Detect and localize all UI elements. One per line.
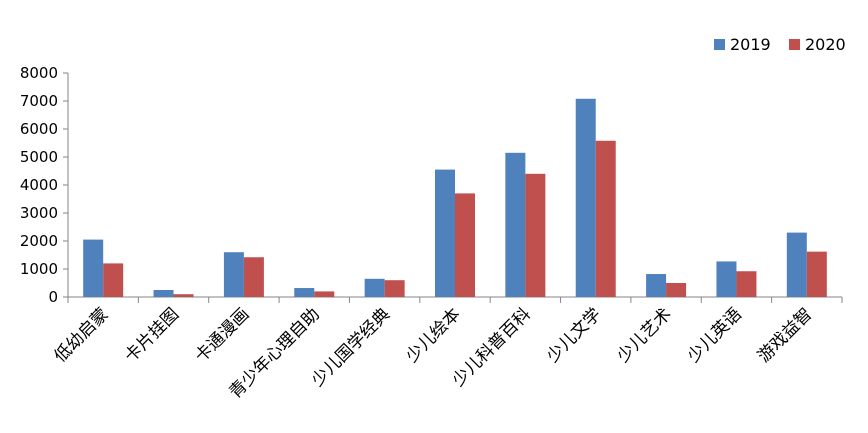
legend-label-2020: 2020 [805,35,846,54]
y-tick-label: 2000 [20,232,58,250]
bar-2019-3 [294,288,315,297]
x-tick-label: 游戏益智 [754,304,816,366]
bar-2020-4 [384,280,405,297]
bar-2019-10 [786,232,807,297]
legend: 2019 2020 [714,35,846,54]
bar-2019-5 [435,169,455,297]
bar-2020-1 [173,294,194,297]
y-tick-label: 4000 [20,176,58,194]
bar-2020-10 [806,251,827,297]
bar-2019-2 [223,252,244,297]
bar-2019-8 [646,274,667,297]
bar-2020-9 [736,271,757,297]
x-axis: 低幼启蒙 卡片挂图 卡通漫画青少年心理自助少儿国学经典 少儿绘本少儿科普百科 少儿文学少… [50,296,843,403]
x-tick-label: 少儿绘本 [402,304,464,366]
legend-swatch-2020 [789,39,800,50]
y-tick-label: 6000 [20,120,58,138]
y-tick-label: 1000 [20,260,58,278]
bar-2020-3 [314,291,335,297]
x-tick-label: 卡通漫画 [191,304,253,366]
bar-2020-8 [666,283,687,297]
bar-2020-2 [243,257,264,297]
y-tick-label: 8000 [20,64,58,82]
bar-2019-6 [505,152,526,297]
x-tick-label: 少儿文学 [543,304,605,366]
y-tick-label: 3000 [20,204,58,222]
legend-swatch-2019 [714,39,725,50]
bar-2020-5 [455,193,475,297]
bar-2020-6 [525,173,546,297]
bars-group [83,98,827,297]
x-tick-label: 低幼启蒙 [50,304,112,366]
legend-label-2019: 2019 [730,35,771,54]
bar-2019-4 [364,278,385,297]
bar-2019-9 [716,261,737,297]
y-tick-label: 0 [48,288,58,306]
y-tick-label: 5000 [20,148,58,166]
x-tick-label: 少儿英语 [684,304,746,366]
bar-2019-1 [153,290,174,297]
x-tick-label: 少儿艺术 [613,304,675,366]
bar-2020-7 [595,140,616,297]
y-tick-label: 7000 [20,92,58,110]
x-tick-label: 卡片挂图 [121,304,183,366]
y-axis: 0 1000 2000 3000 4000 5000 6000 7000 8000 [20,64,69,306]
bar-2020-0 [103,263,124,297]
bar-2019-0 [83,239,104,297]
bar-2019-7 [575,98,596,297]
